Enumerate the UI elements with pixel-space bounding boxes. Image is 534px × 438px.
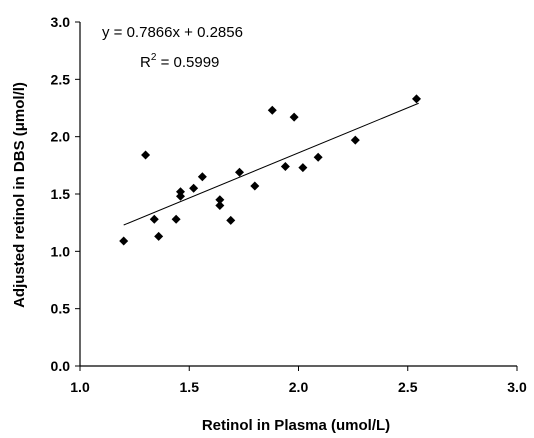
data-point — [119, 236, 129, 246]
data-point — [250, 181, 260, 191]
y-tick-label: 1.0 — [51, 243, 71, 259]
data-point — [280, 161, 290, 171]
data-point — [350, 135, 360, 145]
data-point — [176, 187, 186, 197]
x-tick-label: 2.0 — [289, 379, 309, 395]
data-points — [119, 94, 421, 246]
y-tick-label: 0.5 — [51, 301, 71, 317]
data-point — [226, 215, 236, 225]
data-point — [313, 152, 323, 162]
x-tick-label: 3.0 — [507, 379, 527, 395]
y-tick-label: 3.0 — [51, 14, 71, 30]
data-point — [298, 163, 308, 173]
equation-label: y = 0.7866x + 0.2856 — [102, 24, 243, 41]
data-point — [267, 105, 277, 115]
data-point — [141, 150, 151, 160]
data-point — [289, 112, 299, 122]
x-tick-label: 2.5 — [398, 379, 418, 395]
data-point — [171, 214, 181, 224]
data-point — [411, 94, 421, 104]
y-tick-label: 2.5 — [51, 71, 71, 87]
data-point — [235, 167, 245, 177]
y-axis-ticks: 0.0 0.5 1.0 1.5 2.0 2.5 3.0 — [51, 14, 80, 374]
data-point — [215, 195, 225, 205]
data-point — [197, 172, 207, 182]
x-axis-title: Retinol in Plasma (umol/L) — [202, 417, 390, 434]
x-tick-label: 1.5 — [180, 379, 200, 395]
data-point — [189, 183, 199, 193]
trendline — [123, 102, 419, 226]
y-tick-label: 0.0 — [51, 358, 71, 374]
x-axis-ticks: 1.0 1.5 2.0 2.5 3.0 — [70, 366, 527, 395]
data-point — [176, 191, 186, 201]
x-tick-label: 1.0 — [70, 379, 90, 395]
y-tick-label: 2.0 — [51, 129, 71, 145]
data-point — [154, 231, 164, 241]
data-point — [149, 214, 159, 224]
data-point — [215, 200, 225, 210]
r-squared-label: R2 = 0.5999 — [140, 52, 219, 71]
y-axis-title: Adjusted retinol in DBS (μmol/l) — [11, 82, 28, 308]
y-tick-label: 1.5 — [51, 186, 71, 202]
